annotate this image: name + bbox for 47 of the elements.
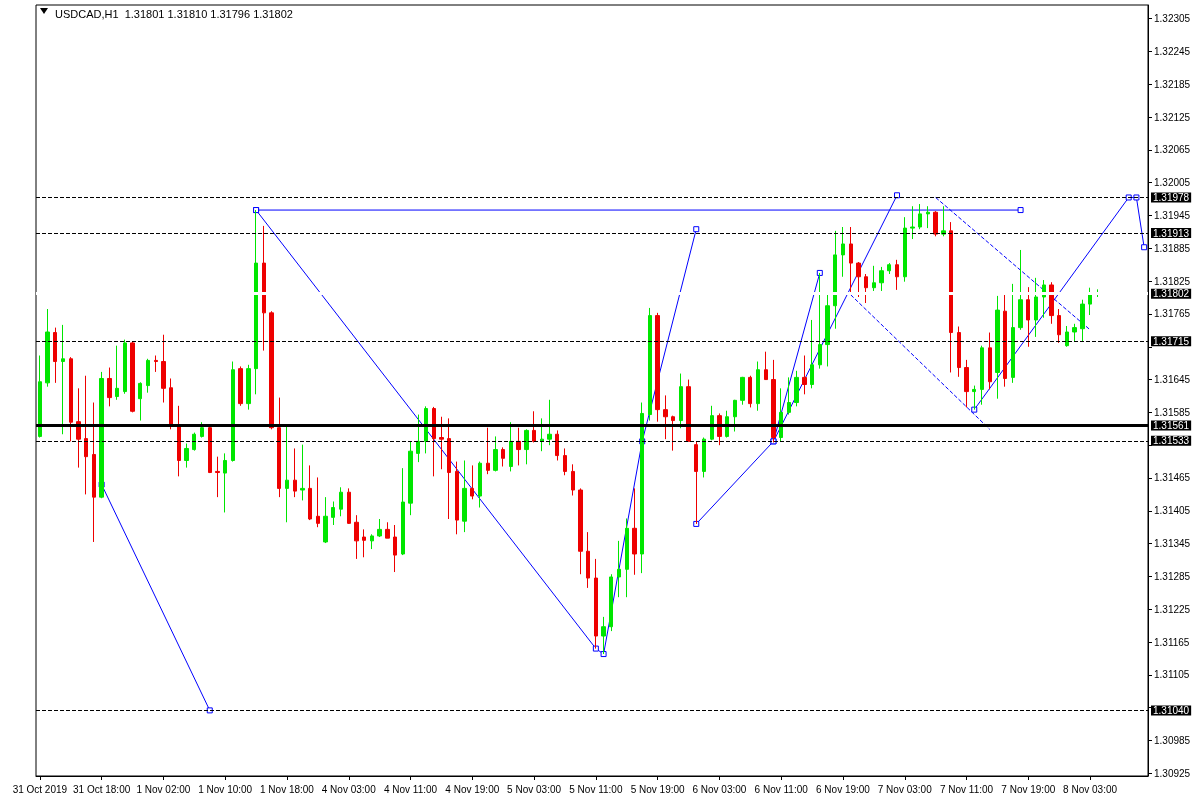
ref-line-label: 1.31913	[1153, 227, 1190, 239]
y-tick-label: 1.31405	[1154, 505, 1191, 517]
ref-line-label: 1.31802	[1153, 288, 1190, 300]
x-tick-label: 1 Nov 10:00	[198, 783, 253, 795]
x-tick-label: 7 Nov 11:00	[939, 783, 994, 795]
x-tick-label: 5 Nov 11:00	[569, 783, 623, 795]
x-tick-label: 6 Nov 03:00	[692, 783, 747, 795]
y-tick-label: 1.31285	[1154, 570, 1191, 582]
y-tick-label: 1.31645	[1154, 374, 1191, 386]
y-tick-label: 1.31945	[1154, 210, 1191, 222]
x-tick-label: 4 Nov 03:00	[321, 783, 377, 795]
y-tick-label: 1.31465	[1154, 472, 1191, 484]
x-tick-label: 5 Nov 19:00	[630, 783, 686, 795]
x-tick-label: 4 Nov 19:00	[445, 783, 500, 795]
x-tick-label: 4 Nov 11:00	[383, 783, 438, 795]
y-tick-label: 1.31105	[1154, 669, 1190, 681]
y-tick-label: 1.32065	[1154, 144, 1191, 156]
y-tick-label: 1.31225	[1154, 603, 1191, 615]
y-tick-label: 1.31345	[1154, 538, 1191, 550]
y-tick-label: 1.30925	[1154, 767, 1191, 779]
y-tick-label: 1.31165	[1154, 636, 1190, 648]
ref-line-label: 1.31715	[1153, 335, 1190, 347]
y-tick-label: 1.31765	[1154, 308, 1191, 320]
x-tick-label: 6 Nov 19:00	[816, 783, 871, 795]
ref-line-label: 1.31040	[1153, 704, 1190, 716]
x-tick-label: 31 Oct 18:00	[73, 783, 131, 795]
y-tick-label: 1.32305	[1154, 13, 1191, 25]
x-tick-label: 7 Nov 19:00	[1001, 783, 1056, 795]
y-tick-label: 1.32185	[1154, 78, 1191, 90]
y-tick-label: 1.32005	[1154, 177, 1191, 189]
x-tick-label: 1 Nov 18:00	[260, 783, 315, 795]
ref-line-label: 1.31533	[1153, 435, 1190, 447]
y-tick-label: 1.30985	[1154, 734, 1191, 746]
x-tick-label: 5 Nov 03:00	[507, 783, 562, 795]
y-tick-label: 1.31585	[1154, 406, 1191, 418]
x-tick-label: 8 Nov 03:00	[1063, 783, 1118, 795]
x-tick-label: 6 Nov 11:00	[754, 783, 809, 795]
ref-line-label: 1.31978	[1153, 191, 1190, 203]
y-tick-label: 1.31885	[1154, 242, 1191, 254]
ref-line-label: 1.31561	[1153, 420, 1190, 431]
y-tick-label: 1.32245	[1154, 45, 1191, 57]
x-tick-label: 1 Nov 02:00	[136, 783, 191, 795]
x-tick-label: 31 Oct 2019	[12, 783, 68, 795]
x-tick-label: 7 Nov 03:00	[877, 783, 933, 795]
chart-title: USDCAD,H1 1.31801 1.31810 1.31796 1.31802	[55, 7, 293, 20]
y-tick-label: 1.31825	[1154, 275, 1191, 287]
y-tick-label: 1.32125	[1154, 111, 1191, 123]
